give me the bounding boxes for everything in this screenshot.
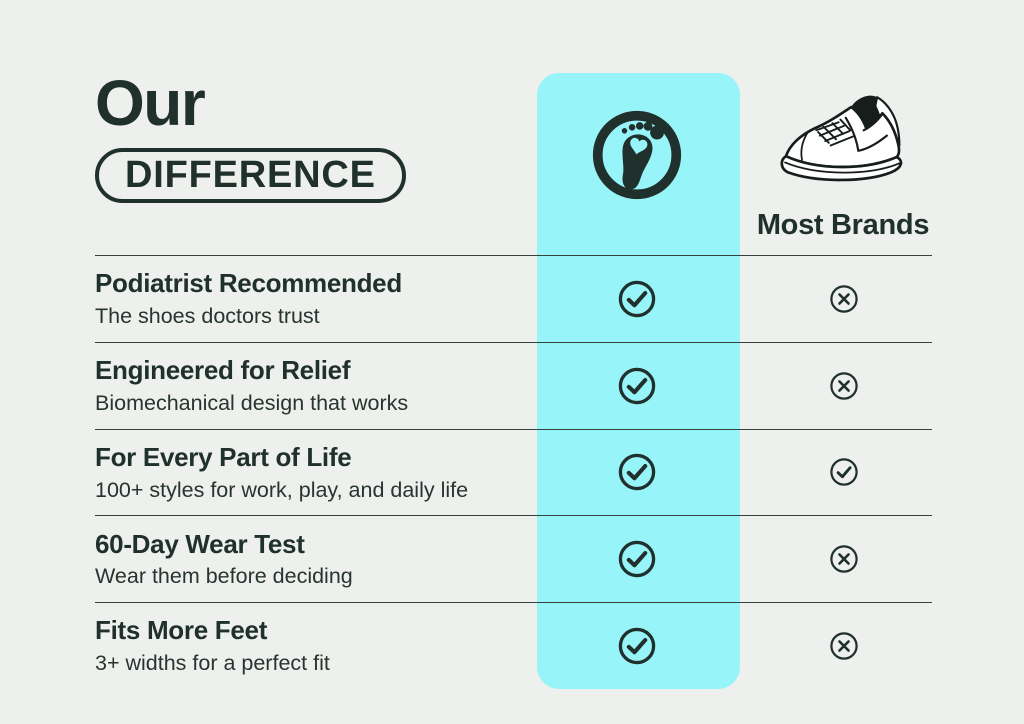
check-circle-icon [618,627,656,665]
feature-text: Fits More Feet 3+ widths for a perfect f… [95,615,540,676]
cross-circle-icon [830,285,858,313]
check-circle-icon [618,367,656,404]
page-title: Our DIFFERENCE [95,67,406,204]
ours-value-cell [617,365,658,406]
table-row: Fits More Feet 3+ widths for a perfect f… [95,602,932,689]
feature-text: For Every Part of Life 100+ styles for w… [95,441,540,503]
table-row: For Every Part of Life 100+ styles for w… [95,428,932,516]
table-row: 60-Day Wear Test Wear them before decidi… [95,515,932,602]
foot-heart-badge-icon [586,104,688,211]
check-circle-icon [618,454,656,491]
most-brands-label: Most Brands [756,209,930,241]
cross-circle-icon [830,545,858,573]
brands-value-cell [829,283,860,314]
feature-subtitle: 100+ styles for work, play, and daily li… [95,477,469,502]
feature-text: 60-Day Wear Test Wear them before decidi… [95,528,540,590]
title-our: Our [95,67,206,139]
feature-subtitle: Biomechanical design that works [95,390,409,415]
check-circle-icon [618,541,656,578]
feature-title: Fits More Feet [95,615,268,646]
brands-value-cell [829,544,860,575]
comparison-table: Podiatrist Recommended The shoes doctors… [95,255,932,689]
title-difference-pill: DIFFERENCE [95,148,406,204]
brands-value-cell [829,370,860,401]
cross-circle-icon [830,371,858,400]
feature-title: Podiatrist Recommended [95,268,402,299]
feature-text: Engineered for Relief Biomechanical desi… [95,354,540,416]
check-circle-icon [830,458,858,487]
feature-subtitle: Wear them before deciding [95,564,353,589]
ours-value-cell [617,626,658,667]
check-circle-icon [618,280,656,318]
feature-subtitle: The shoes doctors trust [95,304,320,329]
feature-text: Podiatrist Recommended The shoes doctors… [95,268,540,329]
feature-title: Engineered for Relief [95,354,351,385]
brands-value-cell [829,631,860,662]
table-row: Podiatrist Recommended The shoes doctors… [95,255,932,342]
table-row: Engineered for Relief Biomechanical desi… [95,341,932,429]
brands-value-cell [829,457,860,488]
feature-title: 60-Day Wear Test [95,528,305,559]
cross-circle-icon [830,632,858,660]
feature-title: For Every Part of Life [95,441,352,472]
ours-value-cell [617,278,658,319]
ours-value-cell [617,452,658,493]
ours-value-cell [617,539,658,580]
feature-subtitle: 3+ widths for a perfect fit [95,651,330,676]
sneaker-icon [777,84,911,203]
